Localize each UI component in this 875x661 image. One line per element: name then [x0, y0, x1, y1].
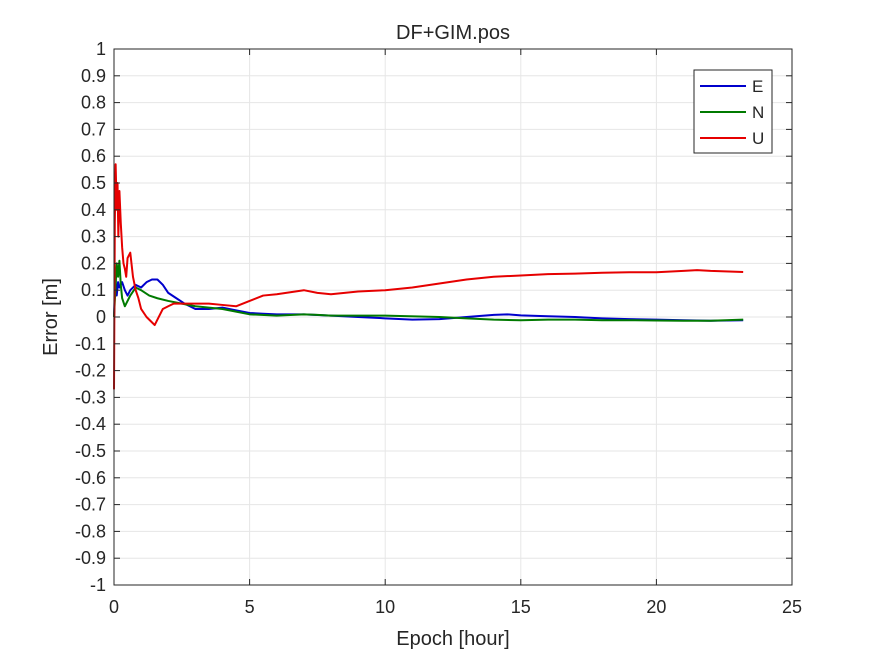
- series-lines: [113, 163, 744, 390]
- y-tick-label: 0.7: [81, 119, 106, 139]
- x-tick-labels: 0 5 10 15 20 25: [109, 597, 802, 617]
- y-tick-label: 0.4: [81, 200, 106, 220]
- y-tick-label: -0.2: [75, 361, 106, 381]
- legend: ENU: [693, 69, 773, 154]
- y-tick-label: -0.3: [75, 387, 106, 407]
- legend-label-U: U: [752, 129, 764, 148]
- y-axis-label: Error [m]: [40, 278, 62, 356]
- x-tick-label: 15: [511, 597, 531, 617]
- y-tick-label: 0.8: [81, 93, 106, 113]
- y-tick-label: 0.5: [81, 173, 106, 193]
- y-tick-label: 0.6: [81, 146, 106, 166]
- series-line-U: [113, 163, 744, 390]
- y-tick-label: 0.9: [81, 66, 106, 86]
- y-tick-label: -0.4: [75, 414, 106, 434]
- x-tick-label: 10: [375, 597, 395, 617]
- legend-label-E: E: [752, 77, 763, 96]
- y-tick-label: -0.9: [75, 548, 106, 568]
- x-tick-label: 5: [245, 597, 255, 617]
- y-tick-label: 0.3: [81, 227, 106, 247]
- y-tick-label: -0.7: [75, 495, 106, 515]
- x-tick-label: 25: [782, 597, 802, 617]
- x-axis-label: Epoch [hour]: [396, 628, 509, 650]
- series-line-N: [113, 259, 744, 322]
- y-tick-label: -0.1: [75, 334, 106, 354]
- chart-title: DF+GIM.pos: [396, 22, 510, 44]
- x-tick-label: 0: [109, 597, 119, 617]
- legend-label-N: N: [752, 103, 764, 122]
- y-tick-label: -0.5: [75, 441, 106, 461]
- y-tick-label: 0: [96, 307, 106, 327]
- grid-lines: [113, 48, 793, 586]
- y-tick-label: -0.8: [75, 521, 106, 541]
- y-tick-labels: 1 0.9 0.8 0.7 0.6 0.5 0.4 0.3 0.2 0.1 0 -0.1 -0.2 -0.…: [75, 39, 106, 595]
- y-tick-label: 0.1: [81, 280, 106, 300]
- y-tick-label: -0.6: [75, 468, 106, 488]
- series-line-E: [113, 275, 744, 322]
- y-tick-label: 0.2: [81, 253, 106, 273]
- axis-ticks: [113, 48, 793, 586]
- x-tick-label: 20: [646, 597, 666, 617]
- y-tick-label: -1: [90, 575, 106, 595]
- y-tick-label: 1: [96, 39, 106, 59]
